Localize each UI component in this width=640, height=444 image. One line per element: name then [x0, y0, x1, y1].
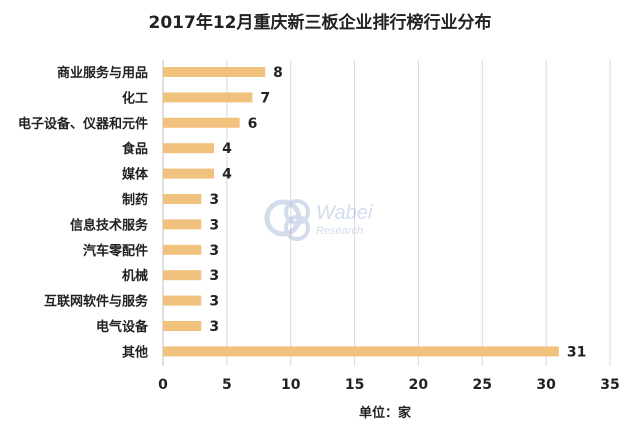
data-label: 3	[209, 294, 219, 310]
bar	[163, 244, 202, 255]
x-axis-ticks: 0 5 10 15 20 25 30 35	[158, 377, 620, 393]
category-label: 化工	[122, 90, 148, 106]
category-label: 电子设备、仪器和元件	[18, 116, 148, 132]
category-label: 商业服务与用品	[57, 65, 148, 81]
category-label: 信息技术服务	[70, 217, 149, 233]
category-label: 汽车零配件	[83, 243, 148, 259]
category-label: 食品	[122, 141, 148, 157]
category-label: 互联网软件与服务	[44, 294, 149, 310]
x-tick-label: 20	[409, 377, 429, 393]
x-tick-label: 25	[473, 377, 492, 393]
bar	[163, 346, 559, 357]
watermark-brand: Wabei	[316, 202, 373, 224]
bar	[163, 168, 215, 179]
category-labels: 商业服务与用品化工电子设备、仪器和元件食品媒体制药信息技术服务汽车零配件机械互联…	[18, 65, 149, 360]
data-label: 6	[248, 116, 258, 132]
x-tick-label: 0	[158, 377, 168, 393]
bar	[163, 295, 202, 306]
bar	[163, 219, 202, 230]
data-label: 3	[209, 268, 219, 284]
bar	[163, 143, 215, 154]
x-tick-label: 15	[345, 377, 364, 393]
category-label: 电气设备	[96, 319, 149, 335]
category-label: 制药	[122, 192, 148, 208]
chart-title: 2017年12月重庆新三板企业排行榜行业分布	[148, 13, 492, 33]
data-label: 3	[209, 217, 219, 233]
bar	[163, 270, 202, 281]
data-label: 3	[209, 243, 219, 259]
bar	[163, 194, 202, 204]
data-label: 3	[209, 192, 219, 208]
x-tick-label: 35	[600, 377, 619, 393]
data-label: 4	[222, 141, 232, 157]
x-axis-unit-label: 单位：家	[359, 405, 412, 421]
category-label: 媒体	[122, 167, 149, 183]
data-label: 8	[273, 65, 283, 81]
watermark: Wabei Research	[264, 199, 373, 241]
category-label: 其他	[122, 344, 148, 360]
watermark-sub: Research	[316, 225, 363, 237]
bar	[163, 92, 253, 103]
category-label: 机械	[122, 268, 148, 284]
grid-layer	[162, 60, 611, 366]
bar	[163, 67, 266, 77]
x-tick-label: 5	[222, 377, 232, 393]
data-label: 3	[209, 319, 219, 335]
bars-layer	[163, 67, 559, 357]
wabei-logo-icon	[264, 199, 310, 241]
data-label: 31	[567, 344, 586, 360]
x-tick-label: 30	[536, 377, 556, 393]
x-tick-label: 10	[281, 377, 301, 393]
data-label: 4	[222, 167, 232, 183]
bar	[163, 117, 240, 128]
bar	[163, 321, 202, 331]
data-label: 7	[260, 90, 270, 106]
